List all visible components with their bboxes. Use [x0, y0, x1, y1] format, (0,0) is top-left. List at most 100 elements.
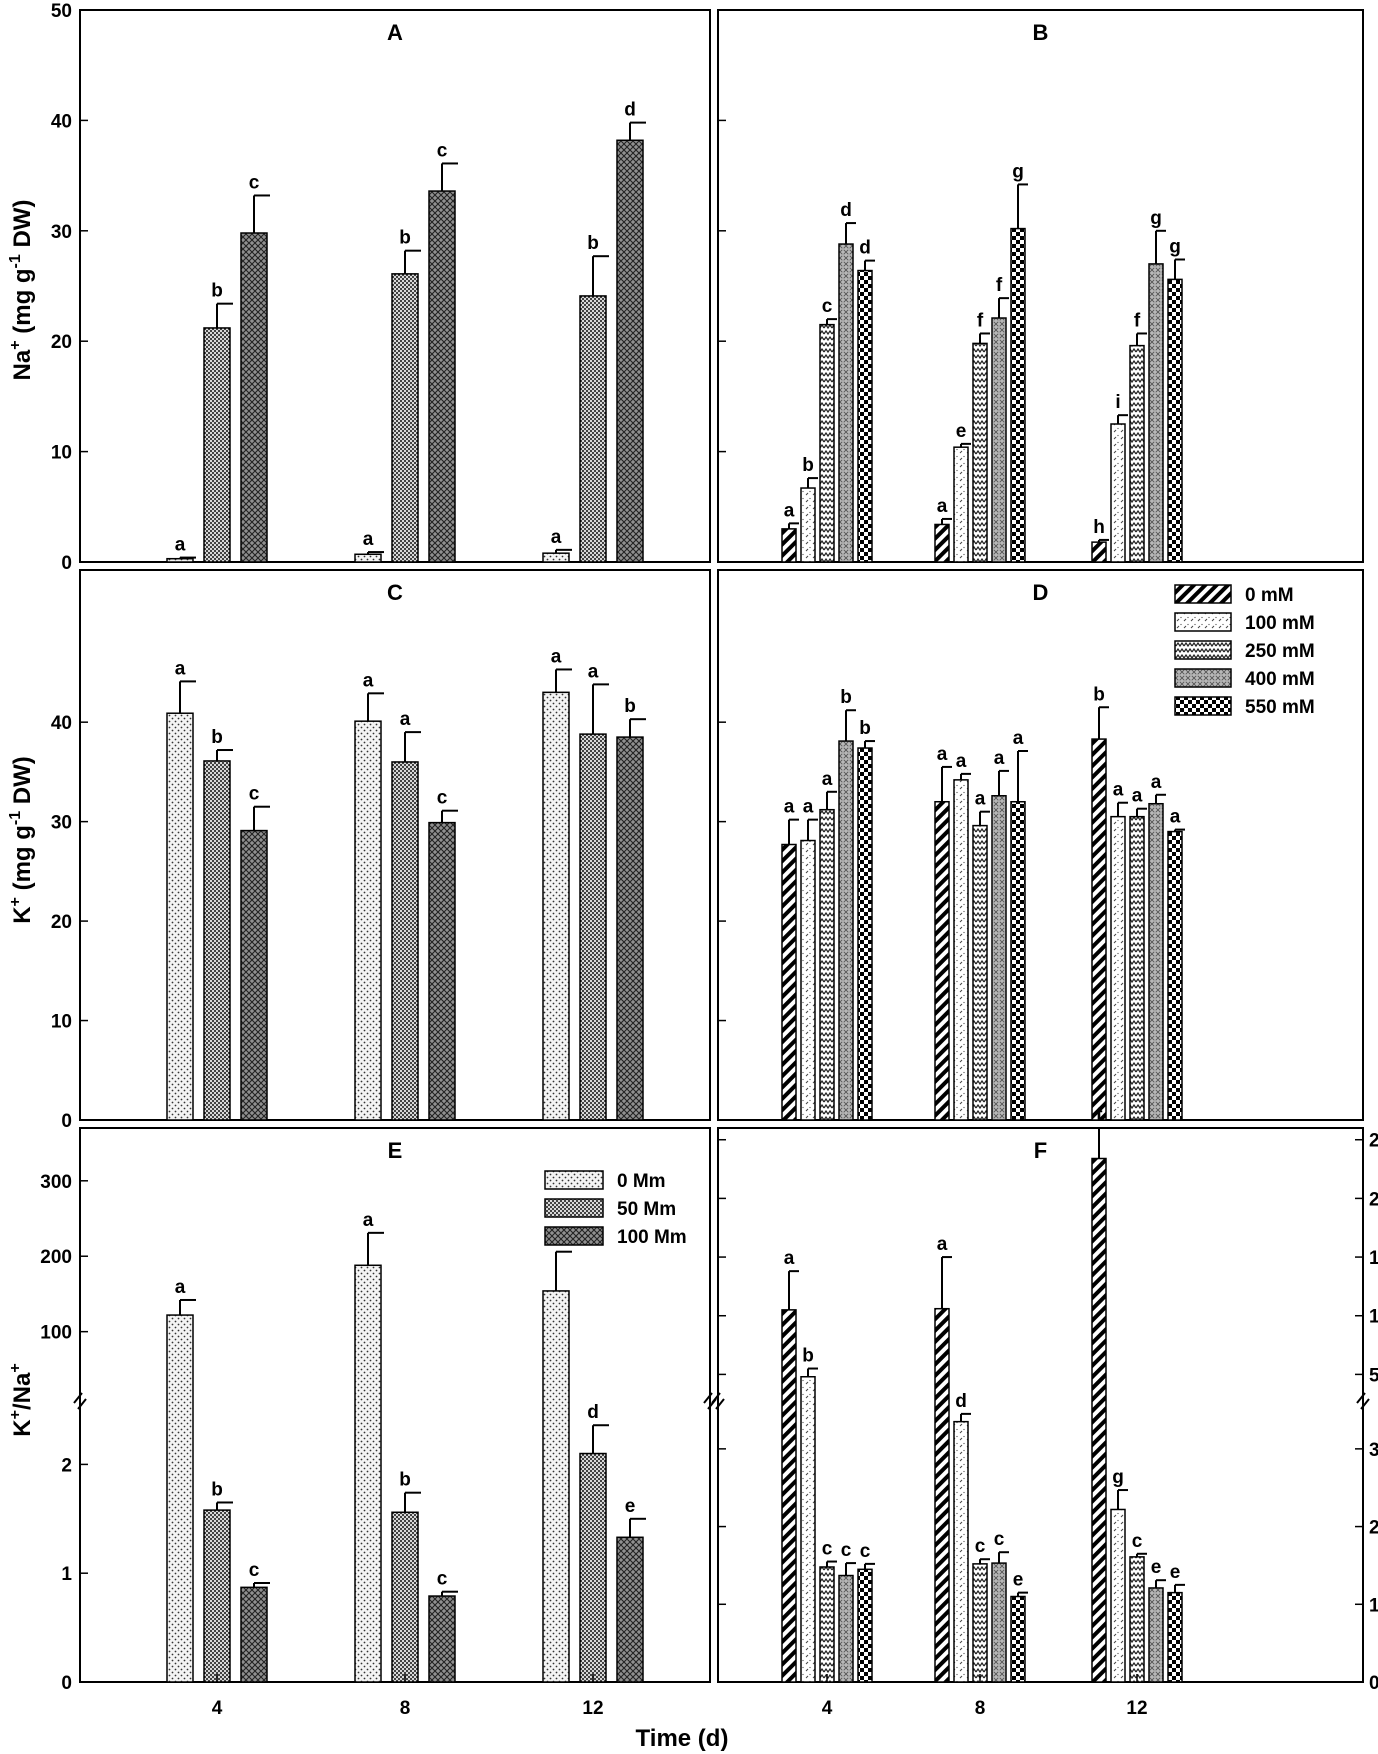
significance-letter: g	[1112, 1467, 1124, 1488]
bar	[542, 552, 570, 563]
legend-label: 550 mM	[1245, 697, 1315, 718]
bar	[991, 317, 1007, 563]
significance-letter: b	[802, 1346, 814, 1367]
significance-letter: i	[1115, 392, 1120, 413]
bar	[166, 712, 194, 1121]
bar	[428, 190, 456, 563]
significance-letter: a	[784, 1248, 795, 1269]
bar	[800, 1375, 816, 1683]
axis-break-mark	[1356, 1392, 1366, 1404]
bar	[1148, 802, 1164, 1121]
significance-letter: c	[822, 296, 833, 317]
y-tick-label: 10	[51, 1012, 72, 1033]
bar	[991, 1562, 1007, 1683]
bar	[934, 523, 950, 563]
x-tick-label: 12	[1126, 1698, 1147, 1719]
axis-break-mark	[1360, 1398, 1370, 1410]
legend-panel-e: 0 Mm 50 Mm 100 Mm	[544, 1170, 687, 1248]
bar	[1010, 227, 1026, 563]
legend-label: 400 mM	[1245, 669, 1315, 690]
significance-letter: c	[841, 1540, 852, 1561]
legend-swatch	[1174, 696, 1232, 716]
bar	[1091, 541, 1107, 563]
bar	[972, 824, 988, 1121]
bar	[857, 1568, 873, 1683]
significance-letter: b	[1093, 684, 1105, 705]
y-tick-label: 20	[51, 912, 72, 933]
bar	[166, 1314, 194, 1683]
bar	[391, 1511, 419, 1683]
significance-letter: a	[822, 769, 833, 790]
y-tick-label-right: 3	[1369, 1440, 1378, 1461]
bar	[354, 553, 382, 563]
bar	[616, 139, 644, 563]
bar	[1110, 423, 1126, 563]
significance-letter: e	[1151, 1557, 1162, 1578]
legend-swatch	[1174, 612, 1232, 632]
significance-letter: g	[1169, 237, 1181, 258]
bar	[934, 800, 950, 1121]
bar	[972, 1563, 988, 1683]
bar	[1010, 1595, 1026, 1683]
significance-letter: e	[625, 1496, 636, 1517]
significance-letter: b	[587, 233, 599, 254]
bar	[428, 1595, 456, 1683]
axis-break-mark	[77, 1398, 87, 1410]
bar	[953, 779, 969, 1121]
bar	[240, 829, 268, 1121]
x-tick-label: 8	[400, 1698, 411, 1719]
significance-letter: a	[1113, 780, 1124, 801]
legend-swatch	[544, 1226, 604, 1246]
significance-letter: a	[784, 797, 795, 818]
panel-frame	[717, 569, 1364, 1121]
significance-letter: a	[803, 797, 814, 818]
bar	[953, 446, 969, 563]
significance-letter: a	[175, 658, 186, 679]
bar	[1091, 1157, 1107, 1683]
y-tick-label-right: 0	[1369, 1673, 1378, 1694]
y-axis-title-ratio: K+/Na+	[7, 1363, 36, 1436]
bar	[819, 808, 835, 1121]
bar	[953, 1420, 969, 1683]
significance-letter: f	[977, 310, 984, 331]
significance-letter: d	[624, 100, 636, 121]
bar	[781, 1309, 797, 1683]
legend-swatch	[1174, 640, 1232, 660]
significance-letter: c	[249, 1560, 260, 1581]
y-tick-label-right: 20	[1369, 1189, 1378, 1210]
bar	[240, 1586, 268, 1683]
y-tick-label: 300	[40, 1172, 72, 1193]
significance-letter: b	[859, 718, 871, 739]
y-tick-label: 30	[51, 222, 72, 243]
significance-letter: e	[956, 421, 967, 442]
bar	[354, 1264, 382, 1683]
bar	[838, 1574, 854, 1683]
significance-letter: a	[956, 751, 967, 772]
significance-letter: a	[784, 500, 795, 521]
bar	[1091, 738, 1107, 1121]
x-tick-label: 4	[822, 1698, 833, 1719]
bar	[857, 747, 873, 1121]
significance-letter: a	[400, 709, 411, 730]
legend-label: 100 Mm	[617, 1227, 687, 1248]
y-tick-label: 100	[40, 1323, 72, 1344]
significance-letter: a	[363, 529, 374, 550]
y-tick-label: 200	[40, 1247, 72, 1268]
significance-letter: a	[937, 744, 948, 765]
legend-swatch	[1174, 584, 1232, 604]
y-tick-label-right: 25	[1369, 1131, 1378, 1152]
bar	[781, 843, 797, 1121]
y-axis-title-na: Na+ (mg g-1 DW)	[7, 200, 36, 381]
panel-f: F0123510152025abccc4adcce8fgcee12	[711, 1105, 1378, 1719]
y-tick-label-right: 2	[1369, 1518, 1378, 1539]
bar	[203, 760, 231, 1121]
bar	[819, 1566, 835, 1683]
significance-letter: a	[588, 661, 599, 682]
panel-a: A 0 10 20 30 40 50 a b c a b c a b d	[51, 1, 711, 574]
significance-letter: c	[1132, 1531, 1143, 1552]
bar	[166, 557, 194, 563]
significance-letter: a	[175, 1277, 186, 1298]
bar	[1129, 1556, 1145, 1683]
